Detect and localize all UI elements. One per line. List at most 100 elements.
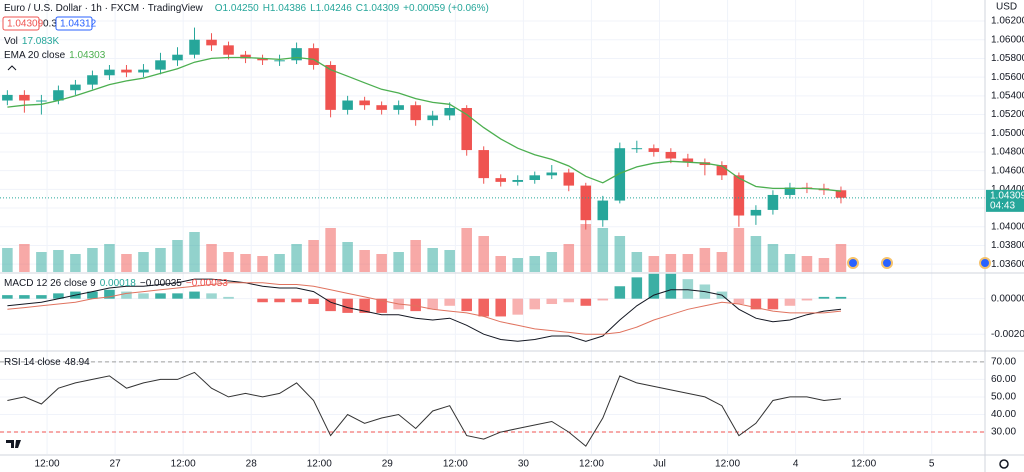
- sell-price[interactable]: 1.04309: [7, 19, 44, 30]
- y-tick-label: 1.04800: [991, 147, 1024, 158]
- ohlc: C1.04309: [356, 3, 400, 14]
- volume-bar: [257, 256, 268, 272]
- ema-legend: EMA 20 close 1.04303: [4, 50, 106, 61]
- x-tick-label: 28: [246, 459, 258, 470]
- last-price-label: 1.04309: [990, 190, 1024, 201]
- last-price-tag: [986, 189, 1024, 212]
- y-tick-label: 1.04600: [991, 165, 1024, 176]
- value: −0.00035: [140, 278, 182, 289]
- candle-body: [750, 209, 762, 216]
- x-tick-label: 12:00: [579, 459, 604, 470]
- macd-histogram-bar: [614, 286, 626, 299]
- label: RSI 14 close: [4, 357, 61, 368]
- candle-body: [36, 100, 47, 102]
- volume-bar: [206, 244, 217, 272]
- volume-bar: [699, 248, 711, 272]
- macd-histogram-bar: [291, 298, 302, 303]
- volume-bar: [427, 248, 438, 272]
- macd-histogram-bar: [274, 298, 285, 303]
- macd-histogram-bar: [478, 298, 489, 317]
- macd-histogram-bar: [376, 298, 387, 313]
- candle-body: [733, 175, 745, 216]
- y-tick-label: 1.05000: [991, 128, 1024, 139]
- candle-body: [138, 69, 149, 73]
- candle-body: [393, 105, 404, 110]
- candle-body: [461, 107, 472, 151]
- candle-body: [648, 148, 660, 152]
- volume-bar: [104, 244, 115, 272]
- candle-body: [478, 150, 489, 179]
- legend-title: Euro / U.S. Dollar · 1h · FXCM · Trading…: [4, 3, 489, 14]
- event-marker[interactable]: [881, 257, 893, 269]
- volume-bar: [563, 244, 575, 272]
- collapse-icon[interactable]: [7, 65, 17, 71]
- macd-histogram-bar: [444, 298, 455, 306]
- candle-body: [359, 100, 370, 106]
- event-marker[interactable]: [847, 257, 859, 269]
- y-tick-label: -0.00200: [991, 329, 1024, 340]
- y-tick-label: 30.00: [991, 427, 1016, 438]
- candle-body: [19, 94, 30, 101]
- volume-bar: [376, 254, 387, 272]
- volume-bar: [580, 224, 592, 272]
- volume-bar: [70, 254, 81, 272]
- volume-bar: [665, 254, 677, 272]
- volume-bar: [359, 250, 370, 272]
- volume-bar: [53, 250, 64, 272]
- volume-bar: [325, 228, 336, 272]
- macd-histogram-bar: [172, 293, 183, 299]
- volume-bar: [189, 232, 200, 272]
- value: −0.00053: [186, 278, 228, 289]
- value: 17.083K: [22, 36, 60, 47]
- volume-bar: [461, 228, 472, 272]
- sell-button[interactable]: [2, 16, 40, 31]
- macd-histogram-bar: [342, 298, 353, 313]
- x-tick-label: 12:00: [851, 459, 876, 470]
- macd-histogram-bar: [835, 296, 847, 299]
- volume-bar: [87, 248, 98, 272]
- volume-bar: [529, 256, 541, 272]
- volume-bar: [733, 228, 745, 272]
- buy-price[interactable]: 1.04312: [60, 19, 97, 30]
- ema-line: [7, 56, 842, 192]
- y-tick-label: 1.05200: [991, 109, 1024, 120]
- y-tick-label: 1.05800: [991, 53, 1024, 64]
- x-tick-label: 12:00: [715, 459, 740, 470]
- event-marker[interactable]: [979, 257, 991, 269]
- candle-body: [121, 69, 132, 73]
- y-tick-label: 1.06000: [991, 34, 1024, 45]
- macd-histogram-bar: [597, 298, 609, 301]
- y-tick-label: 1.03600: [991, 259, 1024, 270]
- volume-bar: [138, 252, 149, 272]
- y-tick-label: 40.00: [991, 409, 1016, 420]
- macd-histogram-bar: [682, 279, 694, 299]
- volume-bar: [512, 258, 524, 272]
- rsi-line: [7, 371, 842, 447]
- macd-line: [7, 278, 842, 342]
- ohlc: H1.04386: [263, 3, 307, 14]
- macd-histogram-bar: [53, 293, 64, 299]
- macd-histogram-bar: [767, 298, 779, 310]
- macd-histogram-bar: [223, 296, 234, 299]
- y-tick-label: 0.00000: [991, 293, 1024, 304]
- logo[interactable]: [6, 440, 21, 448]
- candle-body: [206, 39, 217, 46]
- volume-bar: [291, 244, 302, 272]
- macd-histogram-bar: [512, 298, 524, 315]
- volume-bar: [19, 244, 30, 272]
- macd-histogram-bar: [563, 298, 575, 303]
- buy-button[interactable]: [55, 16, 93, 31]
- candle-body: [410, 105, 421, 121]
- candle-body: [325, 64, 336, 110]
- volume-bar: [835, 244, 847, 272]
- volume-bar: [223, 252, 234, 272]
- settings-icon[interactable]: [999, 459, 1009, 469]
- y-tick-label: 1.04400: [991, 184, 1024, 195]
- symbol: Euro / U.S. Dollar · 1h · FXCM · Trading…: [4, 3, 204, 14]
- signal-line: [7, 282, 842, 335]
- x-tick-label: 12:00: [443, 459, 468, 470]
- volume-bar: [818, 258, 830, 272]
- x-tick-label: 5: [929, 459, 935, 470]
- candle-body: [716, 165, 728, 176]
